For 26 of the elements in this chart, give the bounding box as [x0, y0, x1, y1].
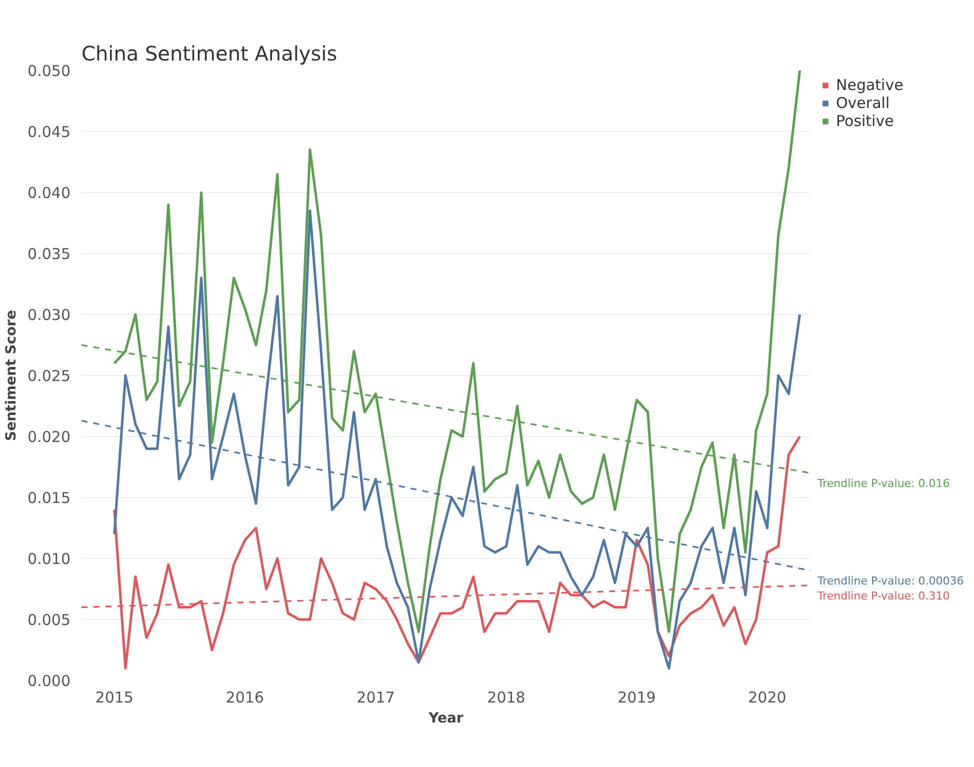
annotation: Trendline P-value: 0.00036 [816, 574, 964, 588]
y-tick-label: 0.045 [28, 123, 71, 141]
y-tick-label: 0.040 [28, 184, 71, 202]
annotation: Trendline P-value: 0.310 [816, 589, 950, 602]
y-tick-label: 0.020 [28, 428, 71, 446]
y-tick-label: 0.015 [28, 489, 71, 507]
x-tick-label: 2018 [487, 688, 526, 706]
x-tick-label: 2020 [748, 688, 786, 706]
legend-label: Negative [836, 76, 904, 94]
y-tick-label: 0.050 [28, 62, 71, 80]
y-tick-label: 0.010 [28, 550, 71, 568]
x-axis-title: Year [428, 710, 464, 726]
legend-label: Positive [836, 112, 894, 130]
y-tick-label: 0.030 [28, 306, 71, 324]
x-tick-label: 2016 [226, 688, 264, 706]
x-tick-label: 2015 [95, 688, 134, 706]
y-tick-label: 0.035 [28, 245, 71, 263]
chart-title: China Sentiment Analysis [82, 42, 338, 66]
y-axis-title: Sentiment Score [4, 310, 20, 442]
annotation: Trendline P-value: 0.016 [816, 477, 950, 490]
y-tick-label: 0.025 [28, 367, 71, 385]
y-tick-label: 0.005 [28, 611, 71, 629]
x-tick-label: 2017 [356, 688, 395, 706]
x-tick-label: 2019 [618, 688, 656, 706]
legend-label: Overall [836, 94, 890, 112]
y-tick-label: 0.000 [28, 672, 71, 690]
